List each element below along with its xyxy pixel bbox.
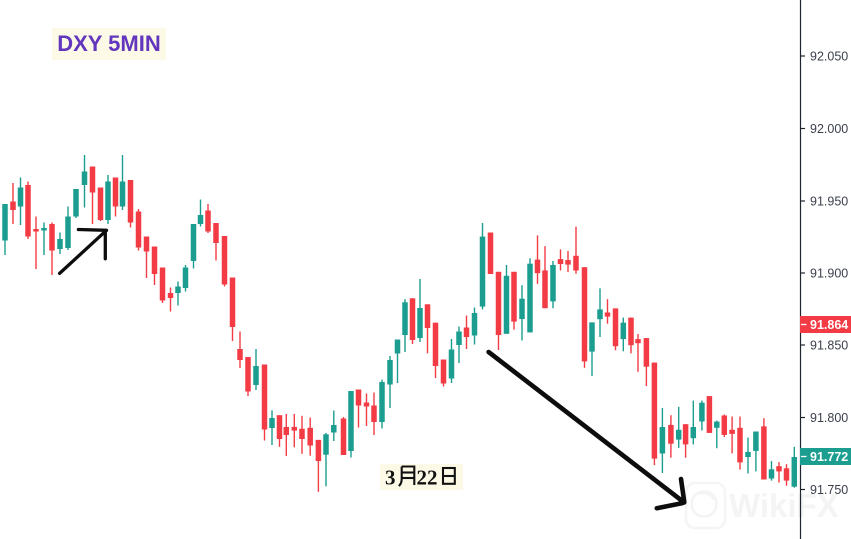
svg-text:3: 3 (385, 466, 396, 490)
svg-text:91.800: 91.800 (810, 411, 848, 425)
svg-text:91.864: 91.864 (810, 318, 848, 332)
svg-text:92.000: 92.000 (810, 122, 848, 136)
svg-text:91.850: 91.850 (810, 339, 848, 353)
svg-text:91.950: 91.950 (810, 195, 848, 209)
svg-text:91.772: 91.772 (810, 450, 848, 464)
svg-text:92.050: 92.050 (810, 50, 848, 64)
svg-text:91.750: 91.750 (810, 483, 848, 497)
svg-text:WikiFX: WikiFX (729, 487, 839, 524)
svg-text:22: 22 (417, 466, 438, 490)
svg-text:91.900: 91.900 (810, 267, 848, 281)
